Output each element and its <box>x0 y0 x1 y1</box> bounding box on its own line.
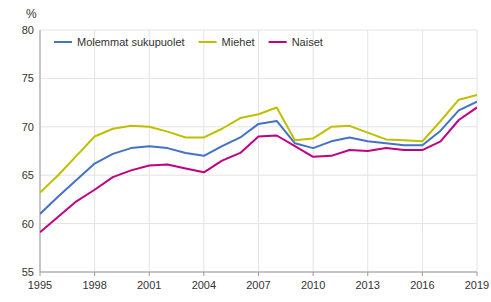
x-tick <box>477 272 478 276</box>
x-tick-label: 2019 <box>465 279 489 291</box>
x-tick <box>367 272 368 276</box>
y-axis-line <box>40 30 41 272</box>
chart: 55 60 65 70 75 80 1995 1998 2001 2004 2007 2010 2013… <box>0 0 491 302</box>
legend: Molemmat sukupuolet Miehet Naiset <box>54 36 323 48</box>
grid-line-x <box>149 30 150 272</box>
x-tick-label: 2007 <box>246 279 270 291</box>
x-tick-label: 1998 <box>82 279 106 291</box>
grid-line-x <box>477 30 478 272</box>
series-line <box>40 95 477 193</box>
legend-item: Miehet <box>199 36 255 48</box>
x-tick <box>149 272 150 276</box>
series-line <box>40 107 477 232</box>
plot-data <box>40 95 477 232</box>
legend-swatch <box>269 41 287 43</box>
x-tick-label: 2016 <box>410 279 434 291</box>
x-tick-label: 2001 <box>137 279 161 291</box>
grid-line-x <box>258 30 259 272</box>
grid <box>40 30 477 272</box>
axes: 55 60 65 70 75 80 1995 1998 2001 2004 2007 2010 2013… <box>22 24 489 291</box>
x-tick <box>94 272 95 276</box>
y-tick-label: 60 <box>22 218 34 230</box>
grid-line-x <box>313 30 314 272</box>
grid-line-x <box>94 30 95 272</box>
legend-label: Miehet <box>222 36 255 48</box>
x-tick <box>422 272 423 276</box>
y-tick-label: 55 <box>22 266 34 278</box>
x-tick-label: 2013 <box>356 279 380 291</box>
legend-label: Naiset <box>292 36 323 48</box>
grid-line-x <box>203 30 204 272</box>
x-tick <box>203 272 204 276</box>
series-line <box>40 102 477 214</box>
x-tick <box>313 272 314 276</box>
legend-swatch <box>54 41 72 43</box>
y-tick-label: 70 <box>22 121 34 133</box>
x-tick-label: 2010 <box>301 279 325 291</box>
x-tick-label: 1995 <box>28 279 52 291</box>
y-tick-label: 80 <box>22 24 34 36</box>
legend-swatch <box>199 41 217 43</box>
x-tick <box>258 272 259 276</box>
x-tick <box>40 272 41 276</box>
x-tick-label: 2004 <box>192 279 216 291</box>
y-axis-label: % <box>26 7 37 21</box>
legend-label: Molemmat sukupuolet <box>77 36 185 48</box>
legend-item: Molemmat sukupuolet <box>54 36 185 48</box>
y-tick-label: 65 <box>22 169 34 181</box>
legend-item: Naiset <box>269 36 323 48</box>
y-tick-label: 75 <box>22 72 34 84</box>
grid-line-x <box>40 30 41 272</box>
